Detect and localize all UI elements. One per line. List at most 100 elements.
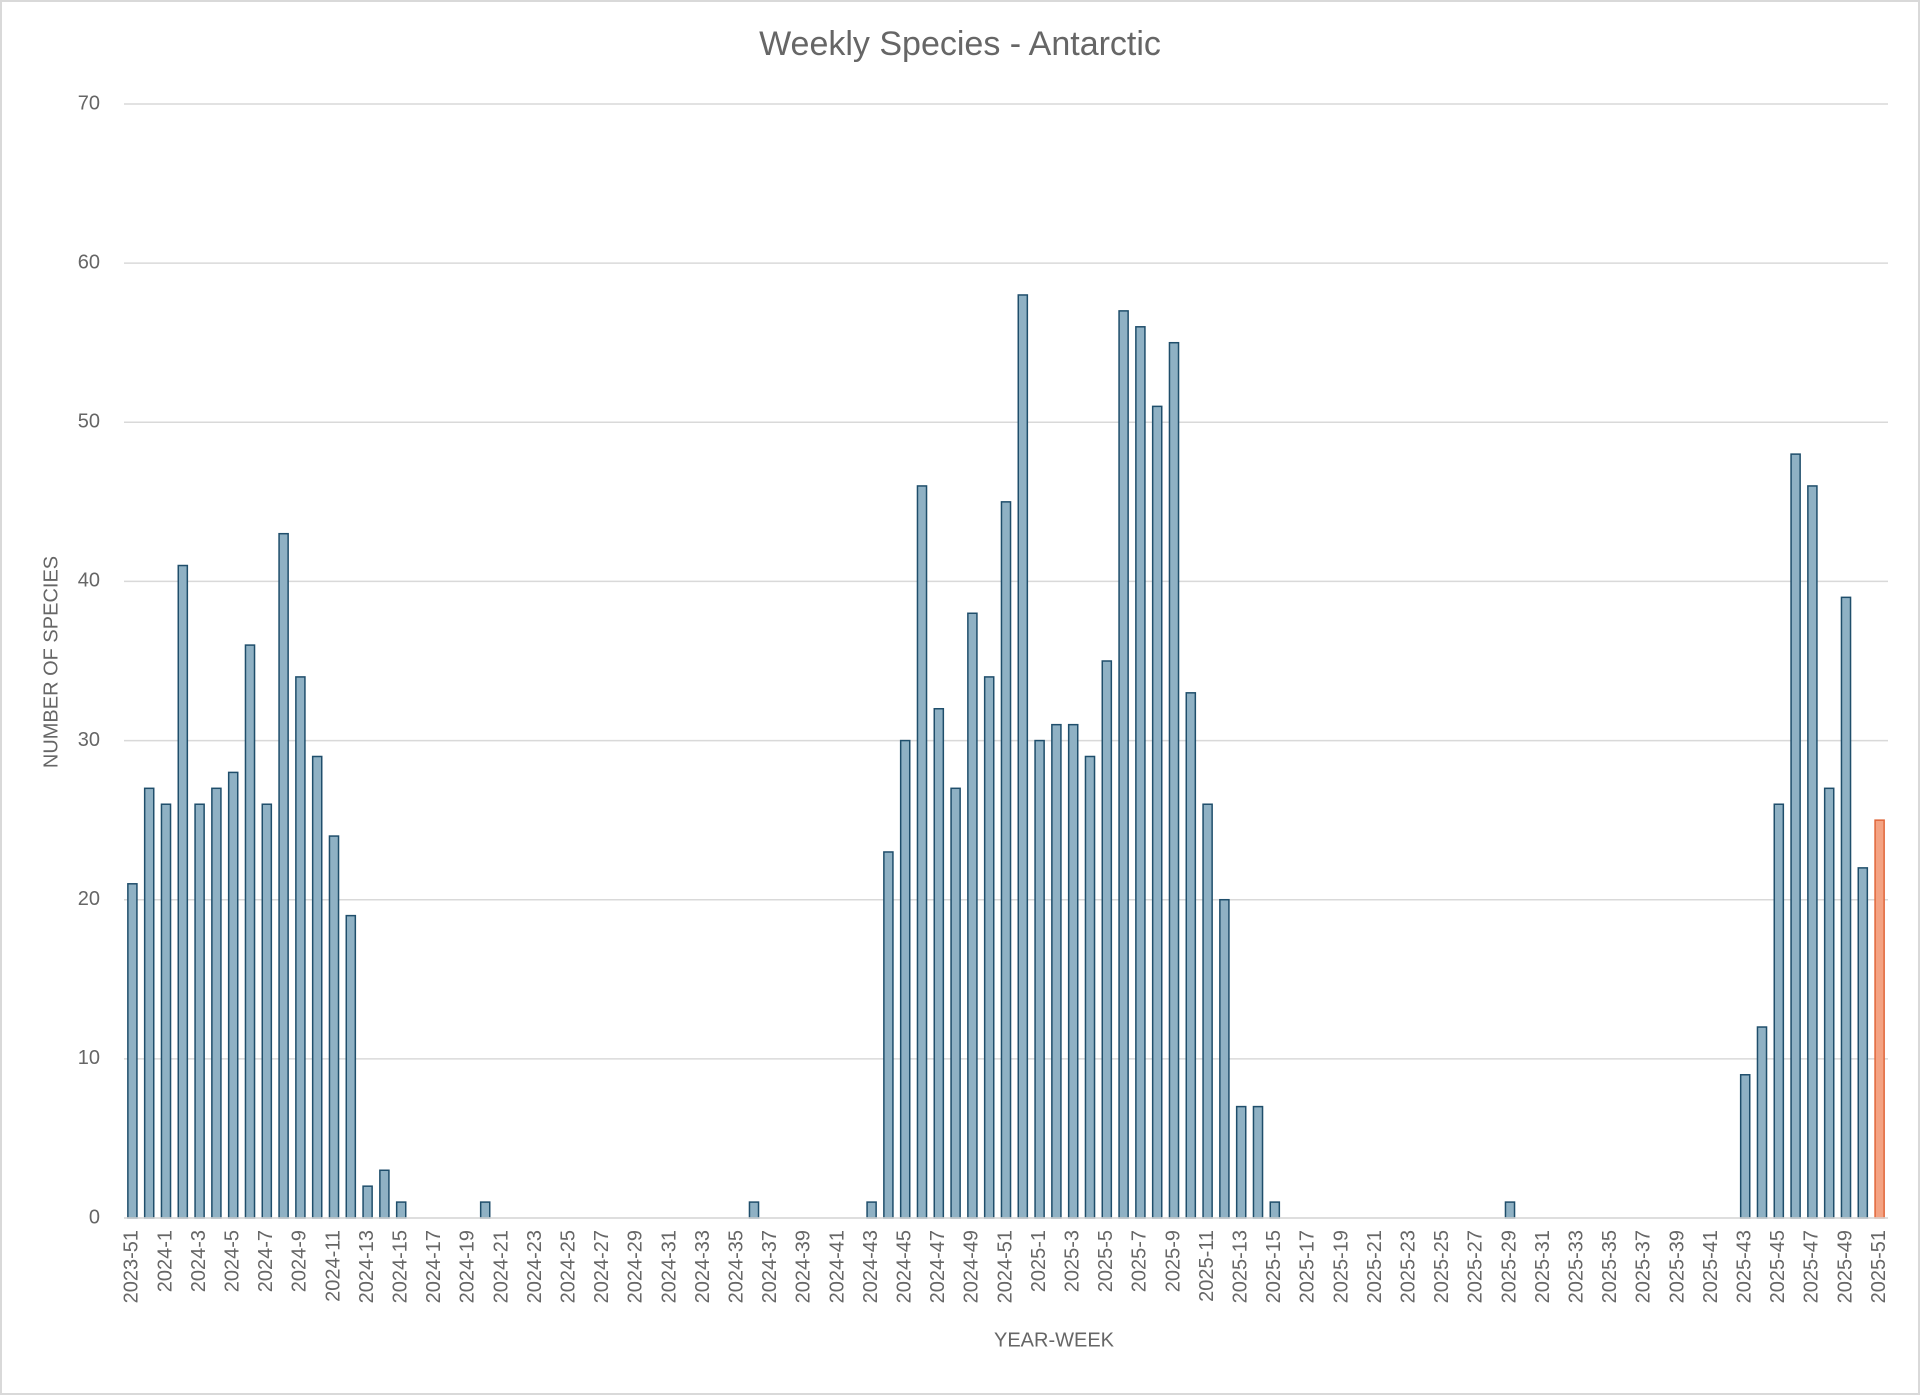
bar bbox=[1807, 485, 1818, 1219]
y-tick-label: 30 bbox=[78, 729, 100, 751]
bar bbox=[1034, 739, 1045, 1219]
bar bbox=[160, 803, 172, 1219]
bar bbox=[950, 787, 961, 1219]
bar bbox=[1168, 341, 1180, 1219]
x-tick-label: 2024-39 bbox=[793, 1230, 815, 1303]
bar bbox=[143, 787, 155, 1219]
bar bbox=[1185, 692, 1197, 1219]
bar bbox=[1269, 1201, 1281, 1219]
bar bbox=[1151, 405, 1163, 1219]
x-tick-label: 2024-23 bbox=[524, 1230, 546, 1303]
x-tick-label: 2025-17 bbox=[1297, 1230, 1319, 1303]
x-tick-label: 2025-27 bbox=[1465, 1230, 1487, 1303]
x-tick-label: 2025-23 bbox=[1397, 1230, 1419, 1303]
bar bbox=[395, 1201, 407, 1219]
bar bbox=[1084, 755, 1096, 1219]
y-tick-label: 60 bbox=[78, 251, 100, 273]
bar bbox=[1017, 294, 1029, 1219]
bar bbox=[1773, 803, 1785, 1219]
x-tick-label: 2025-13 bbox=[1229, 1230, 1251, 1303]
x-tick-label: 2025-21 bbox=[1364, 1230, 1386, 1303]
bar bbox=[1051, 723, 1062, 1219]
x-tick-label: 2025-35 bbox=[1599, 1230, 1621, 1303]
x-tick-label: 2024-19 bbox=[457, 1230, 479, 1303]
x-tick-label: 2025-43 bbox=[1733, 1230, 1755, 1303]
bar bbox=[211, 787, 222, 1219]
bar bbox=[1000, 501, 1012, 1219]
bar bbox=[1823, 787, 1835, 1219]
bar bbox=[1202, 803, 1213, 1219]
x-tick-label: 2024-33 bbox=[692, 1230, 714, 1303]
x-tick-label: 2024-17 bbox=[423, 1230, 445, 1303]
y-tick-label: 20 bbox=[78, 888, 100, 910]
x-tick-label: 2024-11 bbox=[322, 1230, 344, 1302]
x-tick-label: 2024-1 bbox=[154, 1230, 176, 1292]
x-tick-label: 2024-47 bbox=[927, 1230, 949, 1303]
bar bbox=[379, 1169, 390, 1219]
bar bbox=[1067, 723, 1079, 1219]
x-tick-label: 2024-13 bbox=[356, 1230, 378, 1303]
x-tick-label: 2024-43 bbox=[860, 1230, 882, 1303]
x-tick-label: 2025-33 bbox=[1565, 1230, 1587, 1303]
x-tick-label: 2025-41 bbox=[1700, 1230, 1722, 1303]
x-tick-label: 2025-37 bbox=[1633, 1230, 1655, 1303]
x-tick-label: 2024-21 bbox=[490, 1230, 512, 1303]
bar bbox=[1857, 867, 1869, 1219]
bar bbox=[244, 644, 256, 1219]
x-tick-label: 2024-27 bbox=[591, 1230, 613, 1303]
bar bbox=[1739, 1074, 1751, 1219]
bar bbox=[261, 803, 273, 1219]
x-tick-label: 2025-25 bbox=[1431, 1230, 1453, 1303]
bar bbox=[1874, 819, 1885, 1219]
bar bbox=[1790, 453, 1801, 1219]
x-tick-label: 2025-45 bbox=[1767, 1230, 1789, 1303]
bar bbox=[295, 676, 306, 1219]
bar bbox=[933, 707, 945, 1219]
x-tick-label: 2024-37 bbox=[759, 1230, 781, 1303]
x-tick-label: 2025-31 bbox=[1532, 1230, 1554, 1303]
bar bbox=[983, 676, 995, 1219]
x-tick-label: 2023-51 bbox=[121, 1230, 143, 1303]
bar bbox=[967, 612, 978, 1219]
x-tick-label: 2024-31 bbox=[658, 1230, 680, 1303]
bar bbox=[311, 755, 323, 1219]
bar bbox=[1219, 898, 1230, 1219]
bar bbox=[1252, 1105, 1264, 1219]
bar bbox=[748, 1201, 760, 1219]
bar bbox=[227, 771, 239, 1219]
bar bbox=[345, 914, 357, 1219]
x-tick-label: 2025-29 bbox=[1498, 1230, 1520, 1303]
x-tick-label: 2025-1 bbox=[1028, 1230, 1050, 1292]
bar bbox=[177, 564, 189, 1219]
bar bbox=[916, 485, 928, 1219]
bar bbox=[1840, 596, 1852, 1219]
bar bbox=[899, 739, 911, 1219]
bar bbox=[1118, 310, 1129, 1219]
x-tick-label: 2024-41 bbox=[826, 1230, 848, 1303]
x-tick-label: 2024-15 bbox=[389, 1230, 411, 1303]
bar bbox=[328, 835, 340, 1219]
x-tick-label: 2024-7 bbox=[255, 1230, 277, 1292]
x-tick-label: 2024-5 bbox=[221, 1230, 243, 1292]
bar bbox=[278, 532, 289, 1219]
x-tick-label: 2024-49 bbox=[961, 1230, 983, 1303]
bar bbox=[866, 1201, 877, 1219]
bar bbox=[362, 1185, 373, 1219]
x-axis-label: YEAR-WEEK bbox=[994, 1329, 1115, 1351]
bar bbox=[883, 851, 894, 1219]
chart-title: Weekly Species - Antarctic bbox=[759, 25, 1161, 63]
x-tick-label: 2025-3 bbox=[1061, 1230, 1083, 1292]
x-tick-label: 2024-3 bbox=[188, 1230, 210, 1292]
bar bbox=[1756, 1026, 1768, 1219]
x-tick-label: 2025-47 bbox=[1801, 1230, 1823, 1303]
x-tick-label: 2025-51 bbox=[1868, 1230, 1890, 1303]
y-tick-label: 0 bbox=[89, 1206, 100, 1228]
bar bbox=[1504, 1201, 1516, 1219]
bar bbox=[1235, 1105, 1247, 1219]
x-tick-label: 2025-19 bbox=[1330, 1230, 1352, 1303]
y-axis-label: NUMBER OF SPECIES bbox=[40, 556, 62, 768]
bar bbox=[127, 883, 138, 1219]
y-tick-label: 10 bbox=[78, 1047, 100, 1069]
x-tick-label: 2024-35 bbox=[725, 1230, 747, 1303]
